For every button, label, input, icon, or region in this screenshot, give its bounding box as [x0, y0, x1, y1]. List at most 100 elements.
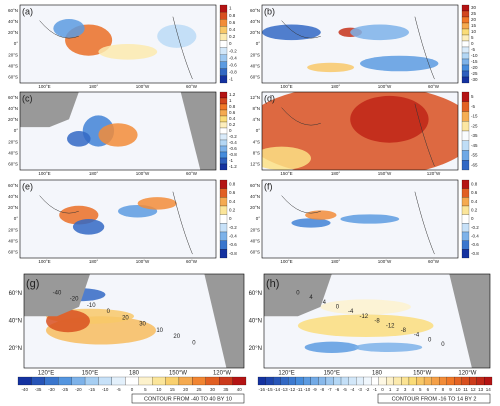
colorbar-label: 0.4	[229, 116, 236, 121]
colorbar-swatch	[461, 150, 470, 161]
colorbar-swatch	[219, 61, 228, 69]
contour-label: 0	[296, 290, 300, 296]
colorbar-swatch	[431, 376, 440, 386]
map-frame	[19, 179, 217, 259]
colorbar-label: -0.2	[471, 225, 479, 230]
lon-label: 120°E	[38, 371, 54, 377]
colorbar-label: -15	[89, 387, 96, 392]
lat-label: 40°N	[9, 319, 22, 325]
colorbar-label: 14	[486, 387, 492, 392]
map	[264, 274, 490, 368]
colorbar-label: -0.2	[229, 225, 237, 230]
colorbar-swatch	[461, 231, 470, 241]
land	[24, 274, 90, 317]
map	[20, 5, 216, 83]
colorbar-label: -0.4	[229, 140, 237, 145]
lat-label: 40°S	[8, 238, 18, 243]
colorbar-swatch	[310, 376, 319, 386]
lon-label: 180°	[89, 259, 99, 264]
anomaly	[157, 24, 197, 48]
panel-label: (d)	[264, 93, 275, 103]
colorbar-label: 10	[156, 387, 162, 392]
lat-label: 12°N	[250, 95, 260, 100]
colorbar-swatch	[461, 121, 470, 132]
colorbar-swatch	[219, 33, 228, 41]
colorbar-label: -1	[373, 387, 377, 392]
anomaly	[304, 341, 359, 353]
lon-label: 100°E	[280, 259, 292, 264]
map-frame	[19, 91, 217, 171]
map-frame	[23, 273, 245, 369]
lat-label: 40°N	[250, 194, 260, 199]
lon-label: 180°	[331, 171, 341, 176]
colorbar-label: -30	[471, 77, 478, 82]
colorbar-label: 0.2	[229, 34, 236, 39]
colorbar-label: -8	[320, 387, 324, 392]
contour-label: 10	[156, 328, 163, 334]
lat-label: 8°N	[252, 106, 260, 111]
colorbar-swatch	[461, 205, 470, 215]
coastline	[281, 16, 435, 80]
colorbar-swatch	[461, 52, 470, 60]
anomaly	[53, 19, 85, 38]
colorbar-label: 12	[471, 387, 477, 392]
colorbar-swatch	[461, 58, 470, 66]
anomaly	[72, 219, 105, 235]
land	[204, 274, 244, 368]
lat-label: 0°	[14, 41, 19, 46]
lon-label: 180°	[331, 259, 341, 264]
map-frame	[261, 4, 459, 84]
anomaly	[98, 44, 158, 60]
lat-label: 60°N	[8, 8, 18, 13]
colorbar-label: 0.8	[229, 104, 236, 109]
lat-label: 60°S	[250, 250, 260, 255]
lat-label: 20°N	[8, 30, 18, 35]
colorbar-swatch	[461, 240, 470, 250]
colorbar-swatch	[325, 376, 334, 386]
colorbar-label: -0.8	[229, 251, 237, 256]
colorbar-label: -15	[471, 59, 478, 64]
colorbar-label: -65	[471, 162, 478, 167]
colorbar-swatch	[265, 376, 274, 386]
colorbar-label: 15	[170, 387, 176, 392]
lat-label: 20°N	[250, 205, 260, 210]
colorbar-label: 0.4	[229, 199, 236, 204]
colorbar-label: 0.4	[471, 199, 478, 204]
colorbar-swatch	[288, 376, 296, 386]
lon-label: 100°W	[378, 84, 392, 89]
contour-label: 0	[192, 341, 196, 347]
colorbar-label: 0.8	[471, 182, 478, 187]
anomaly	[305, 210, 337, 220]
lat-label: 20°N	[9, 346, 22, 352]
colorbar-label: 0.6	[229, 190, 236, 195]
colorbar-swatch	[219, 214, 228, 224]
anomaly	[297, 314, 434, 337]
contour-label: -20	[70, 297, 79, 303]
colorbar-swatch	[219, 157, 228, 165]
lat-label: 4°S	[253, 139, 260, 144]
lon-label: 180	[129, 371, 140, 377]
lon-label: 180°	[331, 84, 341, 89]
colorbar-swatch	[408, 376, 417, 386]
lon-label: 120°E	[278, 371, 294, 377]
contour-note: CONTOUR FROM -16 TO 14 BY 2	[392, 396, 477, 402]
lon-label: 60°W	[186, 84, 198, 89]
colorbar-swatch	[348, 376, 357, 386]
lon-label: 100°E	[38, 259, 50, 264]
colorbar-swatch	[461, 179, 470, 189]
colorbar-label: 0.6	[471, 190, 478, 195]
colorbar-swatch	[469, 376, 478, 386]
lat-label: 40°S	[8, 150, 18, 155]
lat-label: 20°S	[250, 227, 260, 232]
colorbar-label: -10	[304, 387, 311, 392]
land	[180, 92, 216, 170]
colorbar-swatch	[219, 40, 228, 48]
colorbar-label: -3	[358, 387, 362, 392]
lon-label: 150°E	[324, 371, 340, 377]
colorbar-swatch	[393, 376, 402, 386]
lat-label: 8°S	[253, 150, 260, 155]
contour-label: -12	[359, 314, 368, 320]
colorbar-label: -5	[471, 47, 475, 52]
colorbar-swatch	[219, 26, 228, 34]
